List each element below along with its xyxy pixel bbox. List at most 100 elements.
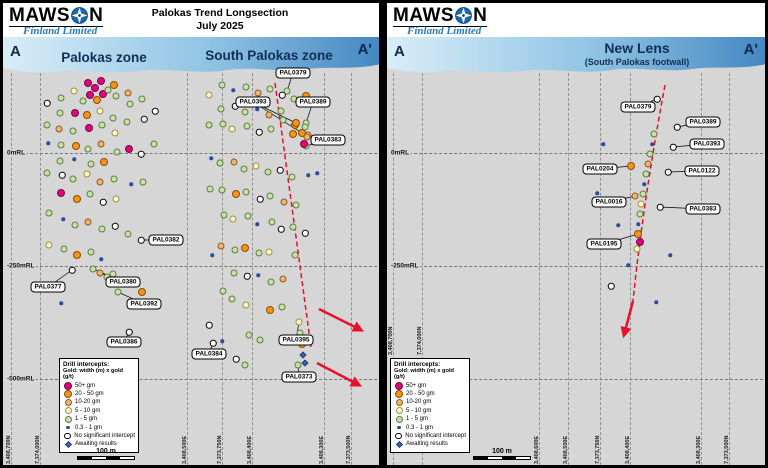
drill-intercept-point — [57, 141, 65, 149]
legend-y-icon — [64, 407, 72, 415]
section-marker-a: A — [394, 43, 405, 60]
drill-intercept-point — [73, 251, 81, 259]
drill-intercept-point — [140, 115, 148, 123]
longsection-panel-left: MAWS N Finland Limited Palokas Trend Long… — [2, 2, 380, 466]
drill-intercept-point — [242, 301, 250, 309]
drill-intercept-point — [301, 123, 309, 131]
section-marker-a-prime: A' — [357, 41, 372, 58]
drill-intercept-point — [229, 215, 237, 223]
drill-intercept-point — [124, 89, 132, 97]
legend-t-icon — [395, 398, 403, 406]
grid-line — [539, 73, 540, 465]
drill-intercept-point — [315, 171, 319, 175]
scale-bar-graphic — [77, 456, 135, 460]
drill-intercept-point — [111, 129, 119, 137]
drill-intercept-point — [111, 222, 119, 230]
drill-intercept-point — [113, 148, 121, 156]
zone-title-line1: New Lens — [604, 40, 670, 56]
drill-intercept-point — [267, 125, 275, 133]
surface-band: A Palokas zone South Palokas zone A' — [3, 37, 379, 79]
legend-item: No significant intercept — [394, 432, 466, 440]
drill-intercept-point — [57, 189, 65, 197]
drill-intercept-point — [299, 351, 307, 359]
drill-intercept-point — [277, 107, 285, 115]
drill-intercept-point — [71, 221, 79, 229]
drill-intercept-point — [217, 242, 225, 250]
legend-m-icon — [395, 381, 403, 390]
legend-t-icon — [64, 398, 72, 406]
logo-text-left: MAWS — [9, 5, 71, 26]
drill-intercept-point — [230, 158, 238, 166]
drill-intercept-point — [255, 128, 263, 136]
legend-item: 0.3 - 1 gm — [63, 423, 135, 431]
drill-intercept-point — [289, 130, 297, 138]
drillhole-label: PAL0122 — [684, 165, 720, 177]
drill-intercept-point — [150, 140, 158, 148]
drill-intercept-point — [256, 336, 264, 344]
legend-item: 1 - 5 gm — [394, 415, 466, 423]
drill-intercept-point — [294, 361, 302, 369]
drill-intercept-point — [601, 142, 605, 146]
grid-coordinate-label: 3,408,400E — [247, 435, 253, 464]
drill-intercept-point — [138, 288, 146, 296]
drill-intercept-point — [83, 170, 91, 178]
legend-y-icon — [395, 407, 403, 415]
mawson-logo: MAWS N Finland Limited — [9, 5, 104, 37]
drill-intercept-point — [265, 248, 273, 256]
drill-intercept-point — [230, 269, 238, 277]
drill-intercept-point — [112, 195, 120, 203]
drill-intercept-point — [276, 166, 284, 174]
drill-intercept-point — [300, 140, 308, 148]
legend-item-symbol — [63, 440, 73, 448]
logo-subtitle: Finland Limited — [23, 25, 98, 37]
legend-item-label: 20 - 50 gm — [75, 391, 104, 398]
drill-intercept-point — [99, 90, 107, 98]
zone-title-new-lens: New Lens (South Palokas footwall) — [547, 40, 727, 67]
surface-band: A New Lens (South Palokas footwall) A' — [387, 37, 765, 79]
legend-n-icon — [395, 432, 402, 440]
elevation-label: -250mRL — [5, 262, 37, 270]
legend-item-label: 20 - 50 gm — [406, 391, 435, 398]
drillhole-label: PAL0386 — [106, 336, 142, 348]
legend-item-symbol — [394, 440, 404, 448]
drill-intercept-point — [291, 251, 299, 259]
drill-intercept-point — [109, 114, 117, 122]
legend-item: Awaiting results — [63, 440, 135, 448]
drill-intercept-point — [126, 100, 134, 108]
grid-line — [324, 73, 325, 465]
drillhole-label: PAL0195 — [586, 238, 622, 250]
figure-title-line1: Palokas Trend Longsection — [151, 7, 289, 19]
drill-intercept-point — [256, 195, 264, 203]
drill-intercept-point — [669, 143, 677, 151]
drill-intercept-point — [637, 200, 645, 208]
legend-item: 10-20 gm — [394, 398, 466, 406]
elevation-line — [5, 379, 377, 380]
drill-intercept-point — [151, 107, 159, 115]
drill-intercept-point — [656, 203, 664, 211]
drillhole-label: PAL0204 — [582, 163, 618, 175]
drill-intercept-point — [242, 83, 250, 91]
elevation-label: -250mRL — [389, 262, 421, 270]
drill-intercept-point — [265, 111, 273, 119]
drill-intercept-point — [84, 79, 92, 87]
drill-intercept-point — [56, 109, 64, 117]
drill-intercept-point — [58, 171, 66, 179]
figure-title-line2: July 2025 — [196, 20, 244, 32]
legend-item: 0.3 - 1 gm — [394, 423, 466, 431]
drill-intercept-point — [650, 130, 658, 138]
logo-wordmark: MAWS N — [393, 6, 488, 27]
legend-item-label: 50+ gm — [406, 382, 427, 389]
drill-intercept-point — [245, 331, 253, 339]
grid-line — [187, 73, 188, 465]
legend-item-label: No significant intercept — [74, 433, 135, 440]
drill-intercept-point — [255, 249, 263, 257]
drill-intercept-point — [653, 95, 661, 103]
legend-item-symbol — [63, 415, 73, 423]
scale-bar: 100 m — [77, 448, 135, 460]
drill-intercept-point — [278, 303, 286, 311]
drill-intercept-point — [252, 162, 260, 170]
grid-line — [729, 73, 730, 465]
drill-intercept-point — [79, 97, 87, 105]
drill-intercept-point — [96, 107, 104, 115]
legend-items: 50+ gm 20 - 50 gm 10-20 gm 5 - 10 gm 1 - 5 g… — [394, 381, 466, 449]
